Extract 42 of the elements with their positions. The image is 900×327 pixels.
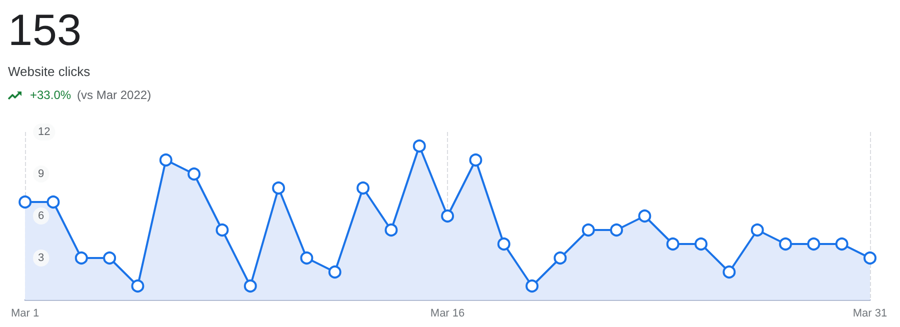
point <box>46 196 60 208</box>
text: (vs Mar 2022) <box>77 88 152 102</box>
point <box>384 224 398 236</box>
point <box>103 252 116 264</box>
point <box>638 210 652 222</box>
point <box>356 182 370 194</box>
point <box>666 238 680 250</box>
point <box>750 224 764 236</box>
chart-subtitle: Website clicks <box>8 64 92 79</box>
point <box>188 168 201 180</box>
point <box>807 238 820 250</box>
y-tick-label: 3 <box>38 252 44 264</box>
point <box>497 238 510 250</box>
point <box>526 280 539 292</box>
point <box>216 224 229 236</box>
x-tick-label: Mar 16 <box>430 308 465 320</box>
point <box>694 238 708 250</box>
point <box>18 196 32 208</box>
point <box>328 266 342 278</box>
point <box>159 154 172 166</box>
text: +33.0% <box>30 88 72 102</box>
point <box>582 224 595 236</box>
point <box>864 252 876 264</box>
point <box>74 252 88 264</box>
point <box>835 238 848 250</box>
x-tick-label: Mar 31 <box>852 308 888 320</box>
point <box>469 154 482 166</box>
x-tick-label: Mar 1 <box>10 308 40 320</box>
point <box>412 140 426 152</box>
y-tick-label: 6 <box>38 210 44 222</box>
y-tick-label: 12 <box>38 126 50 138</box>
point <box>272 182 286 194</box>
point <box>300 252 314 264</box>
point <box>244 280 257 292</box>
point <box>441 210 454 222</box>
point <box>610 224 624 236</box>
y-tick-label: 9 <box>38 168 44 180</box>
point <box>722 266 736 278</box>
chart-title: 153 <box>8 6 82 55</box>
point <box>779 238 792 250</box>
point <box>554 252 567 264</box>
point <box>131 280 144 292</box>
